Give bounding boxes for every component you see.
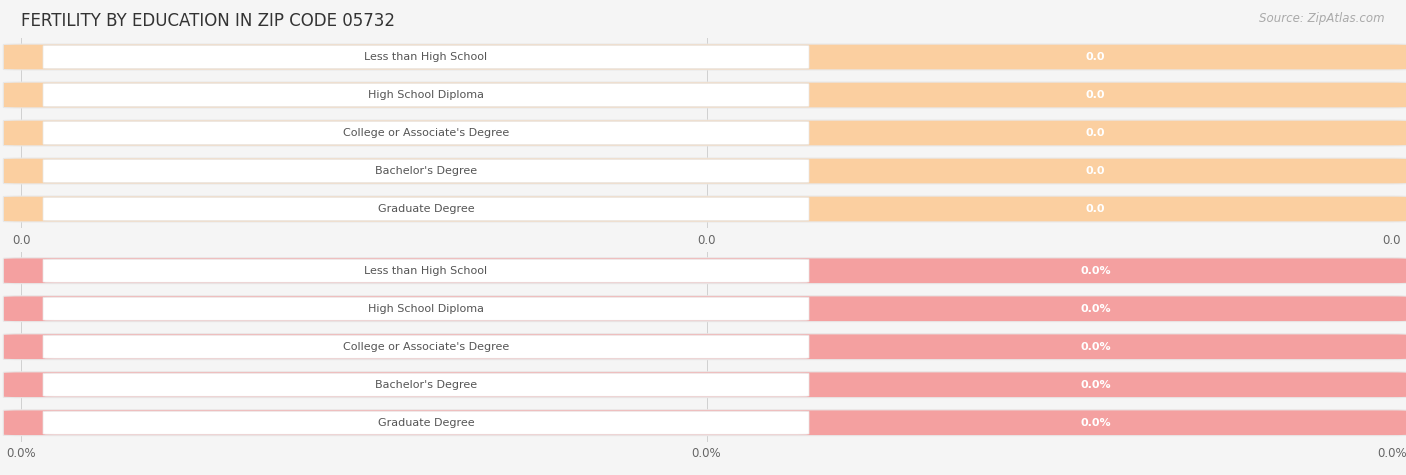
FancyBboxPatch shape bbox=[3, 372, 1406, 398]
FancyBboxPatch shape bbox=[44, 297, 808, 320]
Text: Graduate Degree: Graduate Degree bbox=[378, 204, 474, 214]
Text: Source: ZipAtlas.com: Source: ZipAtlas.com bbox=[1260, 12, 1385, 25]
FancyBboxPatch shape bbox=[44, 160, 808, 182]
Text: Graduate Degree: Graduate Degree bbox=[378, 418, 474, 428]
Text: 0.0: 0.0 bbox=[1085, 90, 1105, 100]
Text: College or Associate's Degree: College or Associate's Degree bbox=[343, 128, 509, 138]
FancyBboxPatch shape bbox=[3, 334, 1406, 360]
Text: Less than High School: Less than High School bbox=[364, 52, 488, 62]
FancyBboxPatch shape bbox=[3, 196, 1406, 222]
Text: 0.0: 0.0 bbox=[1085, 52, 1105, 62]
FancyBboxPatch shape bbox=[44, 84, 808, 106]
Text: 0.0: 0.0 bbox=[1085, 128, 1105, 138]
FancyBboxPatch shape bbox=[3, 158, 1406, 184]
FancyBboxPatch shape bbox=[3, 44, 1406, 70]
Text: Less than High School: Less than High School bbox=[364, 266, 488, 276]
Text: 0.0%: 0.0% bbox=[1080, 418, 1111, 428]
FancyBboxPatch shape bbox=[44, 373, 808, 396]
FancyBboxPatch shape bbox=[3, 296, 1406, 322]
FancyBboxPatch shape bbox=[3, 410, 1406, 436]
Text: 0.0%: 0.0% bbox=[1080, 380, 1111, 390]
Text: FERTILITY BY EDUCATION IN ZIP CODE 05732: FERTILITY BY EDUCATION IN ZIP CODE 05732 bbox=[21, 12, 395, 30]
Text: Bachelor's Degree: Bachelor's Degree bbox=[375, 380, 477, 390]
FancyBboxPatch shape bbox=[3, 258, 1406, 284]
Text: High School Diploma: High School Diploma bbox=[368, 90, 484, 100]
Text: Bachelor's Degree: Bachelor's Degree bbox=[375, 166, 477, 176]
FancyBboxPatch shape bbox=[3, 120, 1406, 146]
FancyBboxPatch shape bbox=[44, 259, 808, 282]
FancyBboxPatch shape bbox=[44, 122, 808, 144]
Text: 0.0%: 0.0% bbox=[1080, 266, 1111, 276]
FancyBboxPatch shape bbox=[44, 46, 808, 68]
FancyBboxPatch shape bbox=[44, 335, 808, 358]
Text: 0.0: 0.0 bbox=[1085, 204, 1105, 214]
FancyBboxPatch shape bbox=[3, 82, 1406, 108]
Text: High School Diploma: High School Diploma bbox=[368, 304, 484, 314]
Text: 0.0%: 0.0% bbox=[1080, 304, 1111, 314]
Text: 0.0%: 0.0% bbox=[1080, 342, 1111, 352]
FancyBboxPatch shape bbox=[44, 198, 808, 220]
Text: 0.0: 0.0 bbox=[1085, 166, 1105, 176]
FancyBboxPatch shape bbox=[44, 411, 808, 434]
Text: College or Associate's Degree: College or Associate's Degree bbox=[343, 342, 509, 352]
